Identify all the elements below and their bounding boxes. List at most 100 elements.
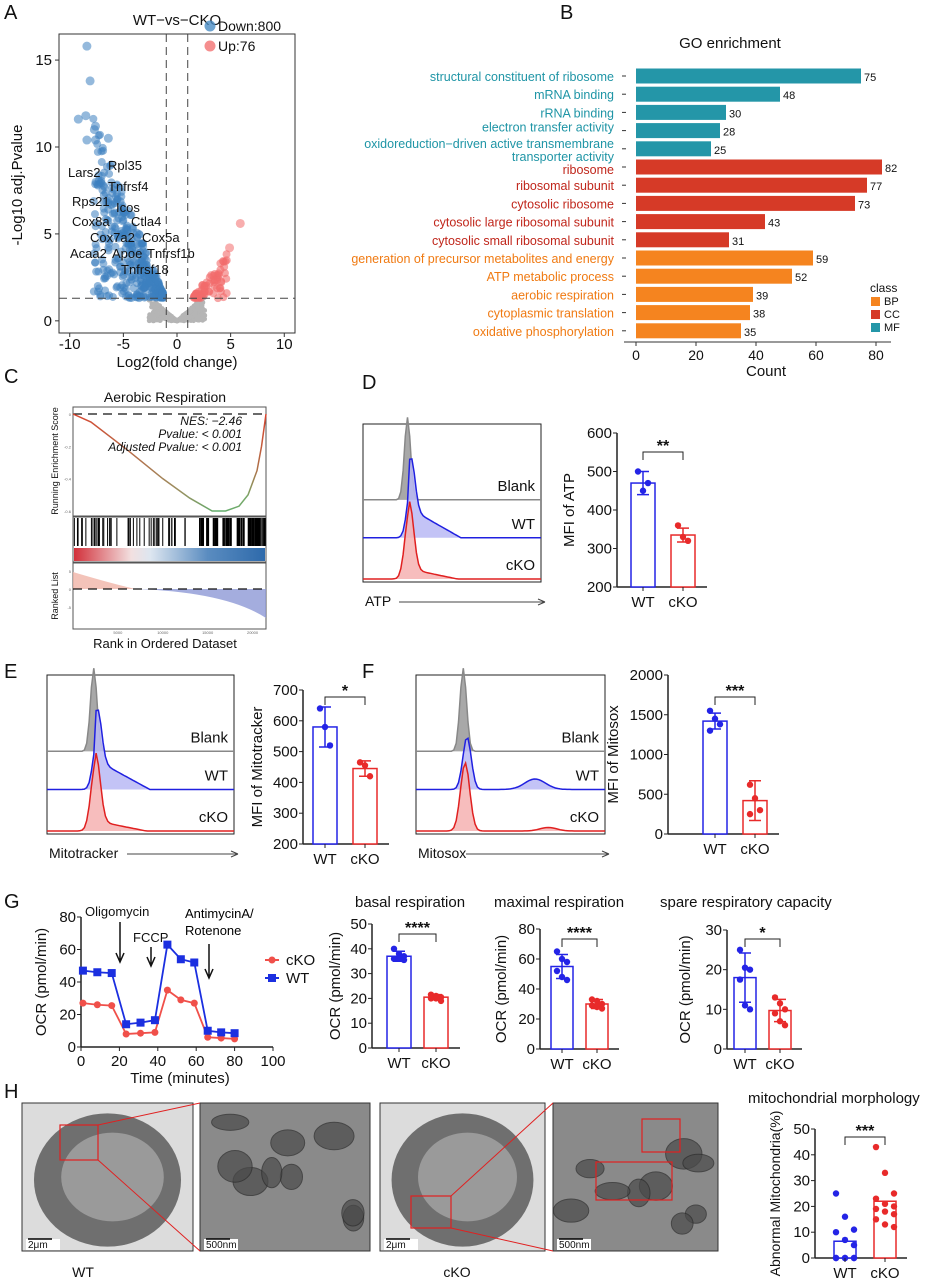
data-point: [427, 995, 435, 1002]
bar: [636, 159, 882, 175]
stat-annotation: Pvalue: < 0.001: [158, 427, 242, 441]
mitochondrion: [627, 1178, 651, 1208]
point-down: [98, 222, 107, 231]
significance-bracket: [642, 451, 684, 460]
point-down: [90, 135, 100, 145]
point-down: [91, 240, 100, 249]
legend-marker: [268, 974, 276, 982]
zoom-box: [59, 1124, 99, 1161]
gsea-plot: Aerobic Respiration 0 -0.2 -0.4 -0.6 NES: −2.…: [50, 389, 267, 651]
y-tick-label: 5: [44, 226, 52, 243]
y-tick-label: 60: [518, 951, 535, 968]
x-tick-label: 10000: [157, 630, 169, 635]
bar-value-label: 75: [864, 72, 876, 84]
point-down: [107, 178, 116, 187]
point-down: [98, 186, 107, 195]
x-tick-label: 60: [808, 347, 824, 363]
y-tick-label: -5: [67, 605, 71, 610]
data-point: [598, 1000, 606, 1008]
significance-bracket: [398, 933, 437, 942]
point-ns: [173, 317, 179, 323]
point-down: [108, 200, 117, 209]
data-point: [395, 955, 403, 962]
point-down: [82, 41, 92, 51]
marker-cKO: [151, 1028, 159, 1036]
x-tick-label: 0: [173, 336, 181, 353]
point-down: [148, 266, 157, 275]
gene-label: Apoe: [112, 246, 142, 261]
y-tick-label: 20: [793, 1198, 810, 1215]
legend-swatch: [204, 20, 216, 32]
scale-bar-label: 500nm: [206, 1240, 237, 1251]
y-tick-label: 0: [714, 1041, 722, 1058]
legend-label: Down:800: [218, 18, 281, 34]
histogram-frame: [362, 423, 542, 583]
injection-label: FCCP: [133, 930, 168, 945]
bar-value-label: 43: [768, 218, 780, 230]
point-ns: [148, 313, 154, 319]
data-point: [395, 950, 403, 957]
data-point: [356, 759, 364, 766]
legend-swatch: [871, 297, 880, 306]
x-tick-label: cKO: [350, 851, 379, 868]
bar: [352, 767, 378, 845]
y-axis-label: Abnormal Mitochondria(%): [767, 1111, 783, 1277]
panel-letter: D: [362, 372, 376, 394]
y-axis-label: Ranked List: [50, 572, 60, 620]
y-axis-label: OCR (pmol/min): [493, 935, 510, 1043]
marker-cKO: [190, 999, 198, 1007]
marker-cKO: [163, 986, 171, 994]
data-point: [881, 1200, 889, 1208]
data-point: [850, 1241, 858, 1249]
data-point: [781, 1006, 789, 1013]
x-tick-label: 20: [111, 1053, 128, 1070]
data-point: [366, 773, 374, 780]
bar-value-label: 38: [753, 309, 765, 321]
x-tick-label: 5: [226, 336, 234, 353]
injection-label-line: AntimycinA/: [185, 906, 254, 921]
data-point: [741, 1002, 749, 1009]
marker-WT: [107, 969, 116, 978]
data-point: [746, 781, 754, 788]
x-axis-label: Count: [746, 363, 787, 380]
legend-marker: [268, 956, 276, 964]
data-point: [644, 479, 652, 487]
point-down: [152, 284, 161, 293]
bar: [630, 482, 656, 588]
point-down: [158, 288, 167, 297]
data-point: [771, 994, 779, 1001]
injection-arrow: [115, 922, 125, 964]
point-down: [140, 283, 149, 292]
data-point: [746, 966, 754, 973]
point-down: [106, 269, 115, 278]
y-axis-label: MFI of Mitosox: [605, 705, 622, 804]
track-label: Blank: [190, 729, 228, 746]
gene-label: Cox5a: [142, 230, 180, 245]
bar-value-label: 31: [732, 236, 744, 248]
zoom-box: [410, 1195, 452, 1229]
point-ns: [190, 306, 196, 312]
gene-label: Icos: [116, 200, 140, 215]
marker-cKO: [79, 999, 87, 1007]
category-label: oxidative phosphorylation: [473, 325, 614, 339]
data-point: [832, 1190, 840, 1197]
histogram-line: [47, 709, 234, 791]
data-point: [756, 806, 764, 814]
category-label: cytoplasmic translation: [488, 307, 614, 321]
data-point: [841, 1213, 849, 1220]
data-point: [746, 810, 754, 818]
data-point: [316, 705, 324, 712]
x-tick-label: WT: [631, 594, 654, 611]
data-point: [781, 1021, 789, 1029]
significance-bracket: [714, 696, 756, 705]
track-label: Blank: [561, 729, 599, 746]
go-enrichment-chart: GO enrichment 75 structural constituent of…: [351, 35, 900, 380]
bar: [636, 305, 750, 321]
data-point: [563, 958, 571, 966]
bar: [636, 323, 741, 339]
track-label: cKO: [506, 557, 535, 574]
arrow-head: [537, 598, 546, 606]
x-tick-label: cKO: [668, 594, 697, 611]
point-down: [131, 274, 140, 283]
category-label-line: transporter activity: [512, 150, 615, 164]
